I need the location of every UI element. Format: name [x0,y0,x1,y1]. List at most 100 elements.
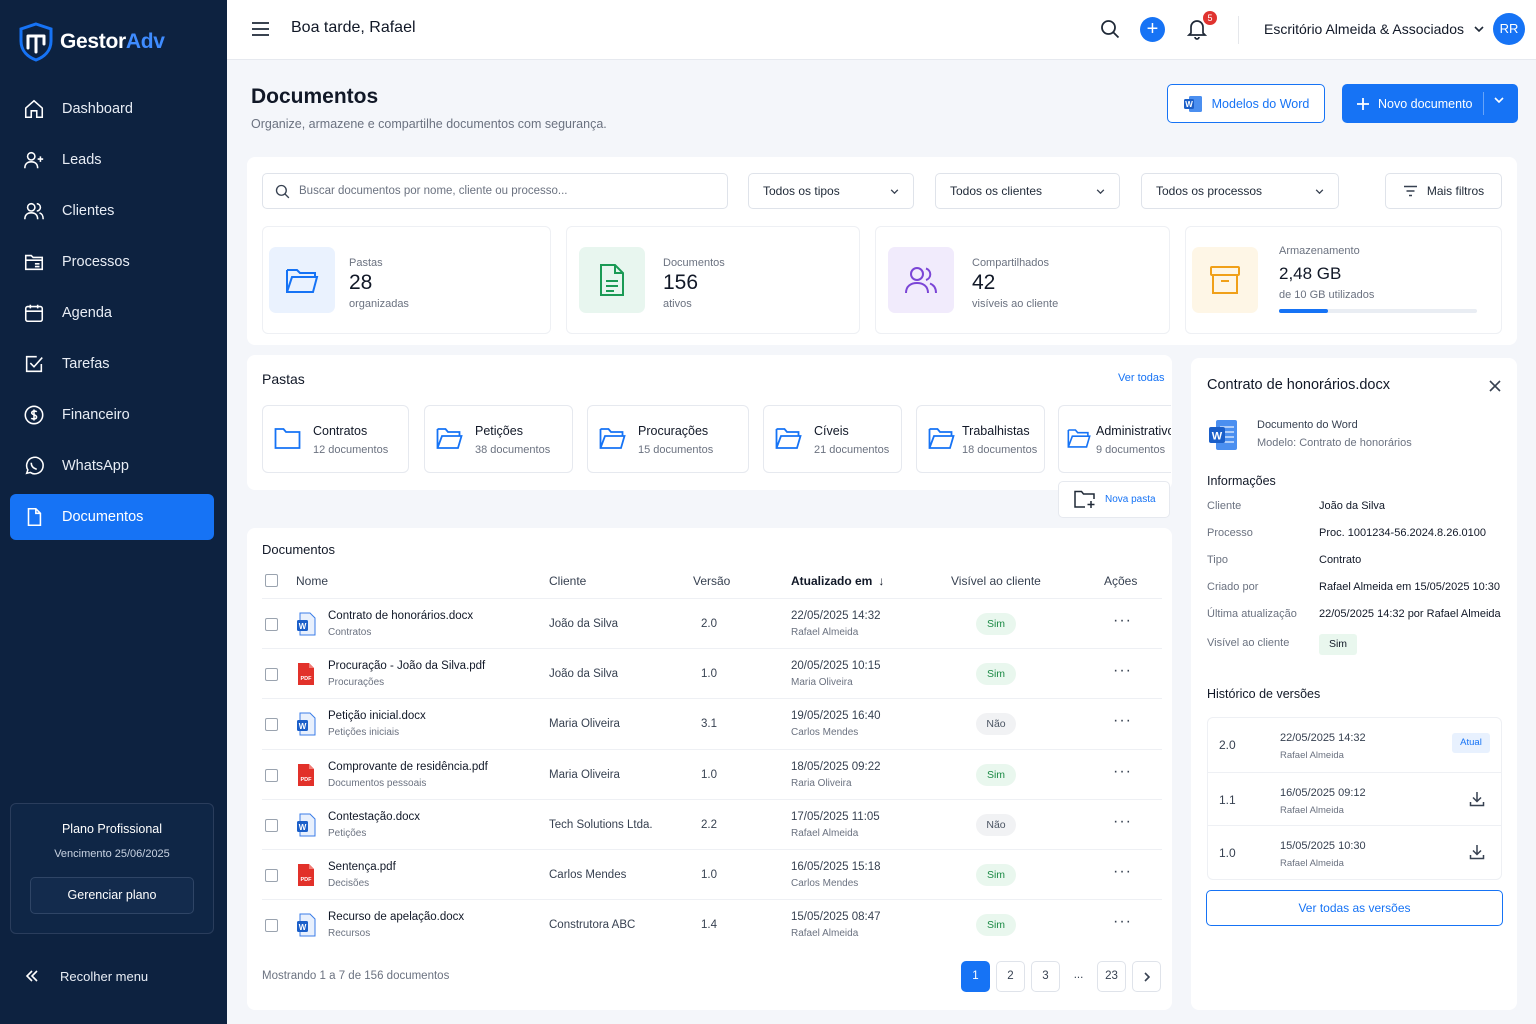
row-checkbox[interactable] [265,919,278,933]
client-filter-select[interactable]: Todos os clientes [935,173,1120,209]
see-all-versions-button[interactable]: Ver todas as versões [1206,890,1503,926]
more-actions-icon[interactable]: ··· [1113,812,1132,830]
stat-subtext: ativos [663,298,692,310]
more-actions-icon[interactable]: ··· [1113,913,1132,931]
document-name-cell[interactable]: Contestação.docx Petições [328,811,420,839]
user-avatar[interactable]: RR [1493,13,1525,45]
document-name[interactable]: Recurso de apelação.docx [328,911,465,924]
page-button-last[interactable]: 23 [1097,961,1126,992]
sidebar-item-documentos[interactable]: Documentos [10,494,214,540]
document-folder: Decisões [328,878,370,889]
see-all-folders-link[interactable]: Ver todas [1118,372,1165,384]
more-filters-button[interactable]: Mais filtros [1385,173,1502,209]
table-row[interactable]: W Contrato de honorários.docx Contratos Joã… [262,598,1162,648]
column-header-version[interactable]: Versão [693,574,731,588]
page-button-1[interactable]: 1 [961,961,990,992]
more-actions-icon[interactable]: ··· [1113,712,1132,730]
notification-count-badge: 5 [1203,11,1217,25]
updated-date: 15/05/2025 08:47 [791,911,881,924]
search-input[interactable]: Buscar documentos por nome, cliente ou p… [262,173,728,209]
folder-card[interactable]: Administrativo 9 documentos [1058,405,1171,473]
folder-card[interactable]: Contratos 12 documentos [262,405,409,473]
process-filter-select[interactable]: Todos os processos [1141,173,1339,209]
word-file-icon: W [297,913,316,937]
row-checkbox[interactable] [265,768,278,782]
more-actions-icon[interactable]: ··· [1113,612,1132,629]
select-all-checkbox[interactable] [265,574,278,587]
version-row[interactable]: 2.0 22/05/2025 14:32 Rafael Almeida Atual [1207,718,1502,770]
column-header-name[interactable]: Nome [296,574,329,588]
document-name-cell[interactable]: Sentença.pdf Decisões [328,861,396,889]
sidebar-item-financeiro[interactable]: Financeiro [10,392,214,438]
word-templates-button[interactable]: W Modelos do Word [1167,84,1325,123]
next-page-button[interactable] [1132,961,1161,992]
document-name-cell[interactable]: Petição inicial.docx Petições iniciais [328,710,426,738]
page-button-3[interactable]: 3 [1031,961,1060,992]
row-checkbox[interactable] [265,818,278,832]
updated-by: Raria Oliveira [791,777,852,789]
close-icon[interactable] [1489,380,1501,392]
version-cell: 1.0 [701,768,717,781]
sidebar-item-agenda[interactable]: Agenda [10,290,214,336]
folder-card[interactable]: Procurações 15 documentos [587,405,749,473]
document-name[interactable]: Procuração - João da Silva.pdf [328,660,486,673]
row-checkbox[interactable] [265,668,278,682]
brand-logo[interactable]: GestorAdv [18,22,165,62]
document-name[interactable]: Contrato de honorários.docx [328,610,474,622]
type-filter-select[interactable]: Todos os tipos [748,173,914,209]
version-row[interactable]: 1.0 15/05/2025 10:30 Rafael Almeida [1207,825,1502,877]
new-document-button[interactable]: Novo documento [1342,84,1518,123]
more-filters-label: Mais filtros [1426,184,1485,198]
table-row[interactable]: PDF Procuração - João da Silva.pdf Procura… [262,648,1162,698]
row-checkbox[interactable] [265,718,278,732]
whatsapp-icon [25,456,44,475]
table-row[interactable]: PDF Comprovante de residência.pdf Document… [262,748,1162,799]
sidebar-item-whatsapp[interactable]: WhatsApp [10,443,214,489]
document-name-cell[interactable]: Contrato de honorários.docx Contratos [328,610,473,638]
row-checkbox[interactable] [265,869,278,882]
more-actions-icon[interactable]: ··· [1113,662,1132,680]
download-icon[interactable] [1469,844,1485,860]
folder-card[interactable]: Petições 38 documentos [424,405,573,473]
page-button-2[interactable]: 2 [996,961,1025,992]
document-name-cell[interactable]: Comprovante de residência.pdf Documentos … [328,761,488,789]
version-row[interactable]: 1.1 16/05/2025 09:12 Rafael Almeida [1207,772,1502,824]
client-cell: Maria Oliveira [549,768,620,781]
more-actions-icon[interactable]: ··· [1113,863,1132,880]
bell-icon[interactable] [1187,18,1207,40]
more-actions-icon[interactable]: ··· [1113,762,1132,780]
table-row[interactable]: PDF Sentença.pdf Decisões Carlos Mendes 1.0 1… [262,849,1162,899]
folder-card[interactable]: Cíveis 21 documentos [763,405,902,473]
collapse-menu-button[interactable]: Recolher menu [24,968,148,984]
updated-cell: 22/05/2025 14:32 Rafael Almeida [791,610,881,638]
document-name[interactable]: Comprovante de residência.pdf [328,760,488,773]
sidebar-item-dashboard[interactable]: Dashboard [10,86,214,132]
row-checkbox[interactable] [265,618,278,631]
folder-card[interactable]: Trabalhistas 18 documentos [916,405,1045,473]
document-name[interactable]: Sentença.pdf [328,861,396,873]
document-name-cell[interactable]: Procuração - João da Silva.pdf Procuraçõe… [328,660,485,688]
sidebar-item-processos[interactable]: Processos [10,239,214,285]
table-row[interactable]: W Recurso de apelação.docx Recursos Constru… [262,899,1162,949]
client-filter-value: Todos os clientes [950,184,1043,198]
document-name[interactable]: Petição inicial.docx [328,710,426,723]
chevron-down-icon[interactable] [1494,97,1504,103]
search-icon[interactable] [1100,19,1120,39]
sidebar-item-clientes[interactable]: Clientes [10,188,214,234]
new-folder-button[interactable]: Nova pasta [1058,481,1170,518]
quick-add-button[interactable]: + [1140,17,1165,42]
column-header-client[interactable]: Cliente [549,574,587,588]
sidebar-item-tarefas[interactable]: Tarefas [10,341,214,387]
download-icon[interactable] [1469,791,1485,807]
table-row[interactable]: W Petição inicial.docx Petições iniciais Ma… [262,698,1162,748]
hamburger-menu-icon[interactable] [251,20,270,37]
document-name[interactable]: Contestação.docx [328,810,421,823]
column-header-updated[interactable]: Atualizado em ↓ [791,574,884,588]
column-header-visible[interactable]: Visível ao cliente [951,574,1041,588]
stat-icon-box [269,247,335,313]
sidebar-item-leads[interactable]: Leads [10,137,214,183]
table-row[interactable]: W Contestação.docx Petições Tech Solutions … [262,798,1162,849]
document-name-cell[interactable]: Recurso de apelação.docx Recursos [328,911,464,939]
firm-selector[interactable]: Escritório Almeida & Associados [1264,21,1484,37]
manage-plan-button[interactable]: Gerenciar plano [30,877,194,914]
